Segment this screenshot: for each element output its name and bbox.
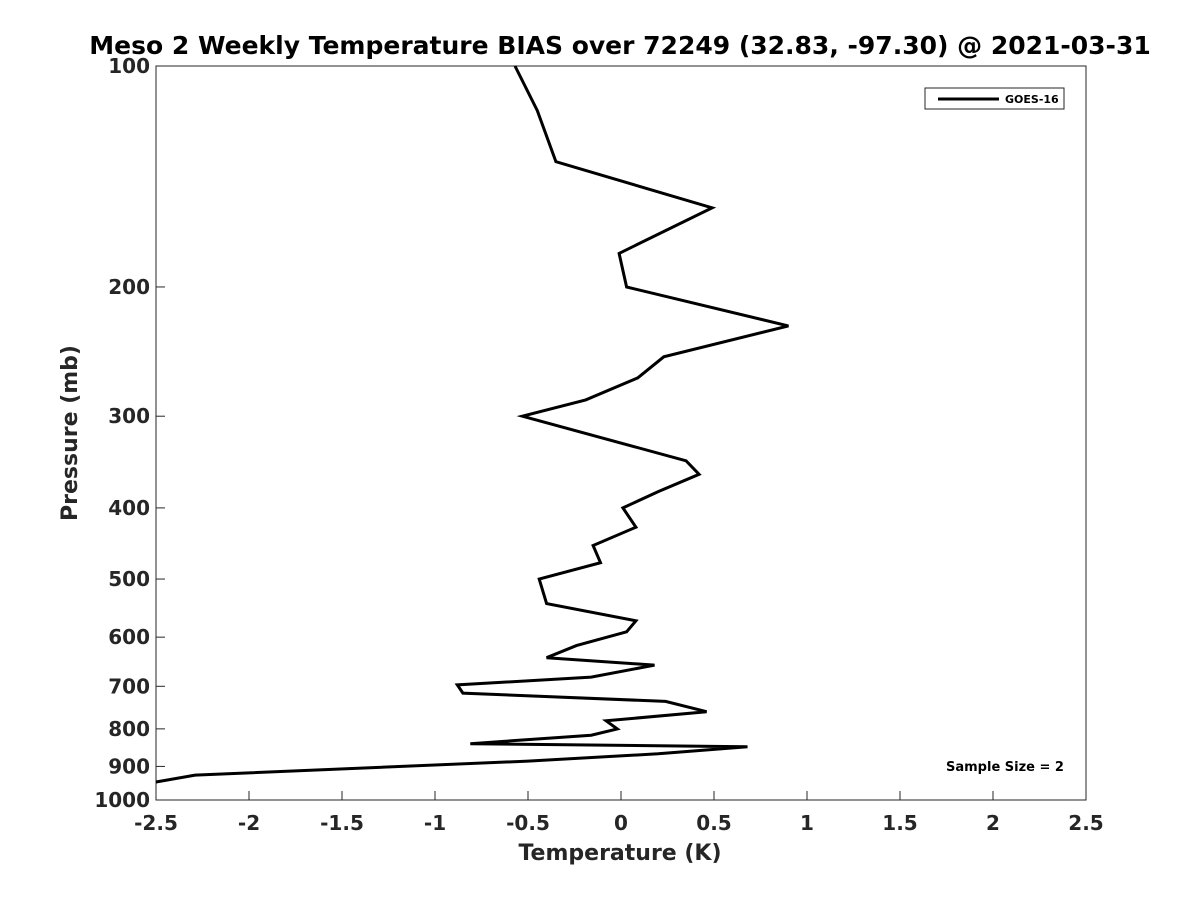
legend-label-goes-16: GOES-16: [1005, 93, 1059, 106]
x-tick-label: 1.5: [882, 811, 917, 835]
chart-title: Meso 2 Weekly Temperature BIAS over 7224…: [89, 31, 1150, 60]
x-tick-label: -0.5: [506, 811, 550, 835]
x-tick-label: 2.5: [1068, 811, 1103, 835]
x-tick-label: 2: [986, 811, 1000, 835]
series-line-goes-16: [155, 65, 789, 784]
x-axis-ticks: -2.5 -2 -1.5 -1 -0.5 0 0.5 1 1.5 2 2.5: [134, 791, 1104, 835]
y-tick-label: 600: [108, 625, 150, 649]
x-tick-label: -2: [238, 811, 260, 835]
plot-area-frame: [155, 65, 1087, 801]
y-tick-label: 400: [108, 496, 150, 520]
x-tick-label: -1: [424, 811, 446, 835]
y-tick-label: 800: [108, 717, 150, 741]
y-tick-label: 300: [108, 404, 150, 428]
y-tick-label: 900: [108, 754, 150, 778]
y-tick-label: 100: [108, 54, 150, 78]
x-tick-label: -2.5: [134, 811, 178, 835]
y-tick-label: 500: [108, 567, 150, 591]
y-tick-label: 700: [108, 674, 150, 698]
y-tick-label: 200: [108, 275, 150, 299]
series-layer: [155, 65, 789, 784]
sample-size-annotation: Sample Size = 2: [946, 760, 1064, 775]
legend: GOES-16: [924, 87, 1065, 110]
x-tick-label: 0: [614, 811, 628, 835]
y-axis-label: Pressure (mb): [58, 345, 83, 521]
y-axis-ticks: 100 200 300 400 500 600 700 800 900 1000: [94, 54, 165, 812]
y-tick-label: 1000: [94, 788, 150, 812]
x-tick-label: 0.5: [696, 811, 731, 835]
x-tick-label: 1: [800, 811, 814, 835]
x-tick-label: -1.5: [320, 811, 364, 835]
x-axis-label: Temperature (K): [518, 841, 721, 866]
